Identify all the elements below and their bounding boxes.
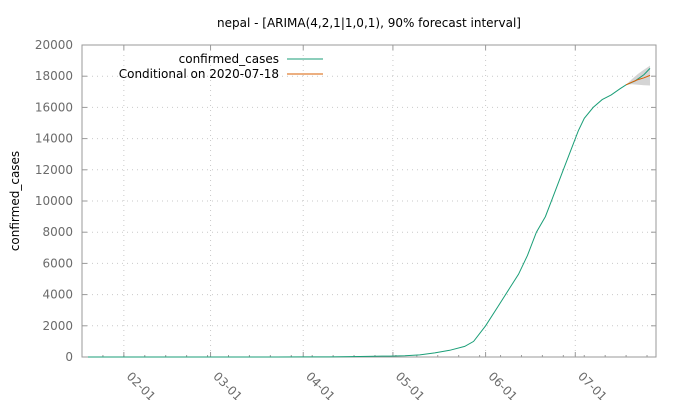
y-tick-labels: 0 2000 4000 6000 8000 10000 12000 14000 16000 180… xyxy=(35,38,73,364)
y-tick-label: 6000 xyxy=(42,256,73,270)
y-tick-label: 20000 xyxy=(35,38,73,52)
x-tick-labels: 02-01 03-01 04-01 05-01 06-01 07-01 xyxy=(124,369,610,400)
series-line-confirmed-cases xyxy=(88,68,651,358)
y-axis-label: confirmed_cases xyxy=(8,151,22,251)
x-tick-label: 06-01 xyxy=(485,369,520,400)
x-tick-label: 02-01 xyxy=(124,369,159,400)
y-tick-label: 4000 xyxy=(42,288,73,302)
series-line-conditional-forecast xyxy=(625,74,651,86)
y-tick-label: 10000 xyxy=(35,194,73,208)
series-layer xyxy=(88,68,651,358)
y-tick-label: 18000 xyxy=(35,69,73,83)
chart-title: nepal - [ARIMA(4,2,1|1,0,1), 90% forecas… xyxy=(217,16,521,30)
x-tick-label: 03-01 xyxy=(210,369,245,400)
legend: confirmed_cases Conditional on 2020-07-1… xyxy=(119,52,323,81)
plot-frame xyxy=(81,44,657,358)
y-tick-label: 12000 xyxy=(35,163,73,177)
x-tick-label: 04-01 xyxy=(303,369,338,400)
y-tick-label: 0 xyxy=(65,350,73,364)
y-tick-label: 2000 xyxy=(42,319,73,333)
x-tick-label: 05-01 xyxy=(393,369,428,400)
legend-label-conditional: Conditional on 2020-07-18 xyxy=(119,67,279,81)
y-tick-label: 16000 xyxy=(35,100,73,114)
y-tick-label: 14000 xyxy=(35,132,73,146)
plot-border xyxy=(81,44,657,358)
legend-label-confirmed-cases: confirmed_cases xyxy=(179,52,279,66)
x-tick-label: 07-01 xyxy=(575,369,610,400)
forecast-interval-band xyxy=(626,65,651,86)
grid-layer xyxy=(82,45,656,357)
y-tick-label: 8000 xyxy=(42,225,73,239)
forecast-interval-layer xyxy=(626,65,651,86)
